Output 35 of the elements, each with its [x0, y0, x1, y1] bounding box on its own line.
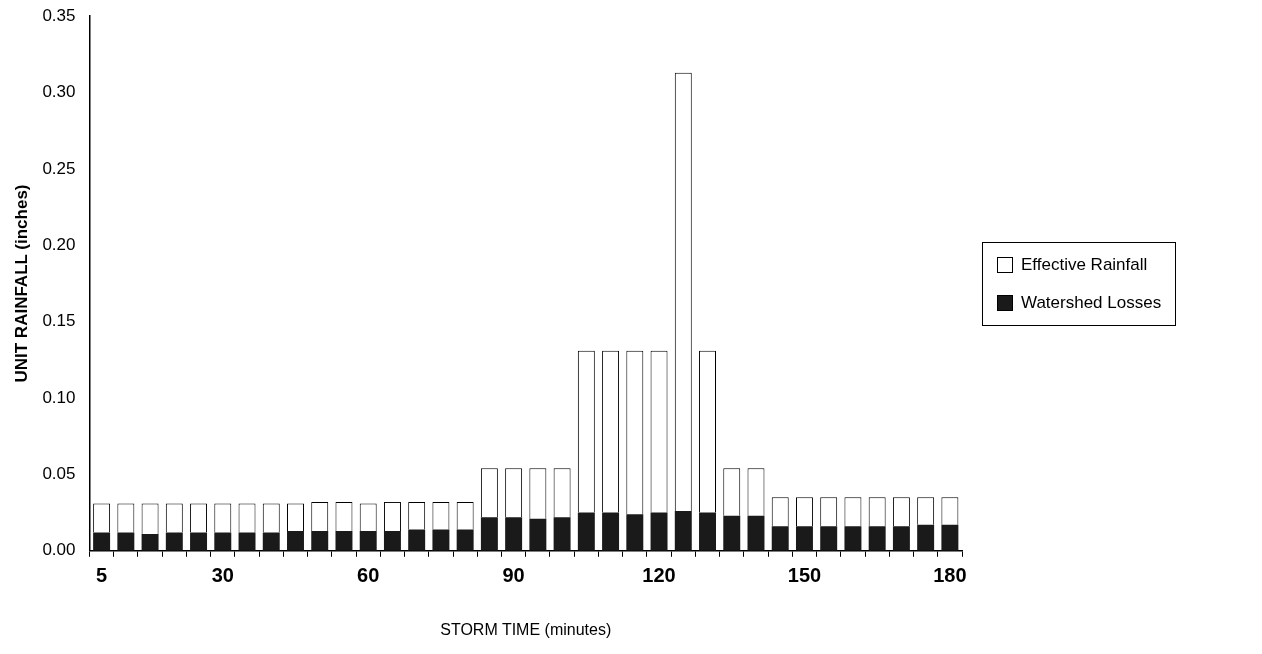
text: Effective Rainfall: [1021, 254, 1148, 275]
bar: [602, 512, 620, 551]
y-tick-label: 0.15: [42, 311, 76, 331]
bar: [626, 514, 644, 551]
y-tick-label: 0.00: [42, 540, 76, 560]
x-tick-label: 180: [933, 564, 967, 587]
x-axis-title: STORM TIME (minutes): [440, 620, 612, 638]
bar: [699, 512, 716, 551]
x-tick-label: 150: [787, 564, 822, 587]
bar: [335, 530, 353, 551]
bar: [408, 529, 426, 551]
y-tick-label: 0.20: [42, 235, 76, 254]
x-tick-label: 30: [211, 564, 234, 587]
x-tick-label: 60: [357, 564, 380, 587]
legend-label: Watershed Losses: [1021, 292, 1162, 313]
bar: [93, 532, 111, 551]
bar: [311, 530, 329, 551]
bar: [456, 529, 474, 551]
bar: [674, 511, 692, 551]
y-tick-label: 0.25: [42, 158, 76, 178]
y-tick-label: 0.35: [42, 5, 76, 25]
y-tick-label: 0.30: [42, 82, 76, 102]
bar: [432, 529, 450, 551]
bar: [650, 512, 668, 551]
y-tick-label: 0.05: [42, 464, 76, 484]
x-tick-label: 90: [502, 564, 525, 587]
bar: [287, 530, 304, 551]
bar: [383, 530, 401, 551]
x-tick-label: 5: [96, 564, 108, 587]
x-tick-label: 120: [642, 564, 676, 587]
bar: [190, 532, 208, 551]
y-axis-title: UNIT RAINFALL (inches): [11, 184, 31, 383]
y-tick-label: 0.10: [42, 387, 76, 407]
bar: [795, 526, 813, 551]
bar: [577, 512, 595, 551]
